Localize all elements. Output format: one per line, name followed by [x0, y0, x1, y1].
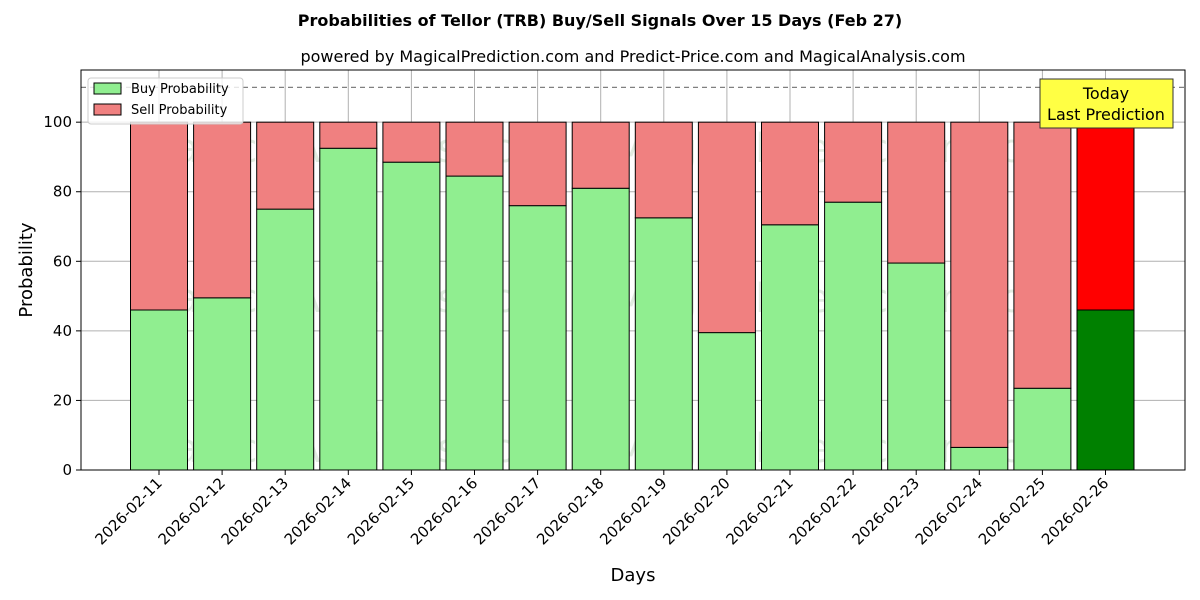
legend: Buy Probability Sell Probability: [87, 77, 244, 125]
sell-bar: [130, 121, 188, 311]
sell-bar: [887, 121, 946, 264]
y-tick-label: 80: [53, 183, 72, 201]
buy-bar: [1013, 387, 1072, 471]
buy-bar: [445, 175, 504, 471]
x-tick-label: 2026-02-20: [659, 474, 733, 548]
sell-bar: [697, 121, 756, 334]
annotation-line-1: Today: [1082, 84, 1129, 103]
sell-bar: [1076, 121, 1135, 311]
legend-buy-label: Buy Probability: [131, 82, 229, 97]
sell-bar: [571, 121, 630, 189]
sell-bar: [445, 121, 504, 177]
legend-buy-swatch: [93, 82, 122, 95]
buy-bar: [824, 201, 883, 471]
axes-layer: [80, 69, 1186, 471]
chart-title: Probabilities of Tellor (TRB) Buy/Sell S…: [298, 11, 902, 30]
sell-bar: [950, 121, 1009, 448]
sell-bar: [634, 121, 693, 219]
x-tick-label: 2026-02-16: [407, 474, 481, 548]
sell-bar: [382, 121, 441, 163]
legend-box: [87, 77, 244, 125]
sell-bar: [824, 121, 883, 203]
annotation-box: [1039, 78, 1174, 129]
x-tick-label: 2026-02-25: [975, 474, 1049, 548]
today-annotation: Today Last Prediction: [1039, 78, 1174, 129]
buy-bar: [256, 208, 315, 471]
plot-frame: [80, 69, 1186, 471]
buy-bar: [130, 309, 188, 471]
y-tick-label: 100: [43, 113, 72, 131]
y-tick-label: 60: [53, 252, 72, 270]
chart-subtitle: powered by MagicalPrediction.com and Pre…: [300, 47, 965, 66]
sell-bar: [319, 121, 378, 149]
buy-bar: [950, 446, 1009, 471]
sell-bar: [1013, 121, 1072, 389]
x-tick-label: 2026-02-22: [786, 474, 860, 548]
x-tick-label: 2026-02-13: [218, 474, 292, 548]
x-tick-label: 2026-02-24: [912, 474, 986, 548]
buy-bar: [697, 332, 756, 471]
buy-bar: [634, 217, 693, 471]
buy-bar: [319, 147, 378, 471]
buy-bar: [382, 161, 441, 471]
y-axis-label: Probability: [16, 222, 37, 317]
x-tick-label: 2026-02-14: [281, 474, 355, 548]
x-tick-label: 2026-02-21: [722, 474, 796, 548]
legend-sell-label: Sell Probability: [131, 103, 228, 118]
sell-bar: [761, 121, 819, 226]
x-tick-label: 2026-02-17: [470, 474, 544, 548]
legend-sell-swatch: [93, 103, 122, 116]
annotation-line-2: Last Prediction: [1047, 105, 1165, 124]
buy-bar: [761, 224, 819, 471]
sell-bar: [193, 121, 252, 299]
sell-bar: [508, 121, 567, 207]
y-tick-label: 40: [53, 322, 72, 340]
bars-layer: [130, 121, 1135, 471]
buy-bar: [508, 205, 567, 471]
buy-bar: [887, 262, 946, 471]
x-axis-label: Days: [611, 565, 656, 586]
x-tick-label: 2026-02-23: [849, 474, 923, 548]
x-tick-label: 2026-02-19: [596, 474, 670, 548]
y-tick-label: 20: [53, 391, 72, 409]
buy-bar: [1076, 309, 1135, 471]
buy-bar: [193, 297, 252, 471]
y-tick-label: 0: [62, 461, 72, 479]
sell-bar: [256, 121, 315, 210]
x-tick-label: 2026-02-12: [155, 474, 229, 548]
x-tick-label: 2026-02-11: [91, 474, 165, 548]
x-tick-label: 2026-02-15: [344, 474, 418, 548]
x-tick-label: 2026-02-26: [1038, 474, 1112, 548]
buy-bar: [571, 187, 630, 471]
x-tick-label: 2026-02-18: [533, 474, 607, 548]
